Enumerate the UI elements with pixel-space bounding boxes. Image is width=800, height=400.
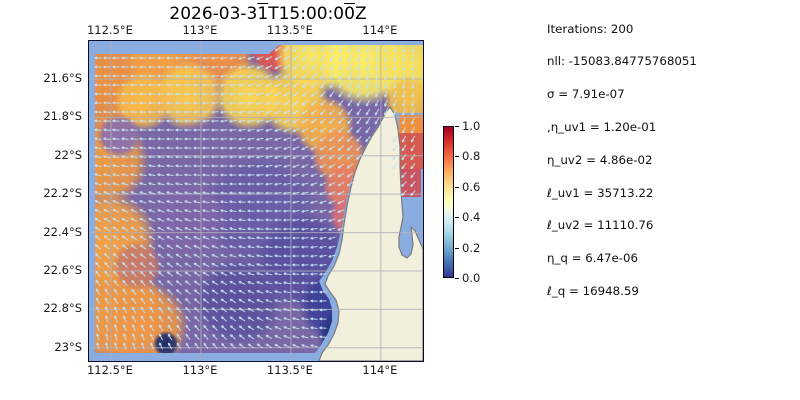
stat-line: ℓ_uv1 = 35713.22 [547,185,654,200]
lon-tick-label: 112.5°E [86,23,133,37]
map-axes [88,40,424,362]
colorbar-tick-label: 0.8 [462,149,481,164]
stat-line: ℓ_uv2 = 11110.76 [547,218,654,233]
colorbar-tick-label: 0.6 [462,179,481,194]
stat-line: nll: -15083.84775768051 [547,54,697,69]
colorbar-tick-label: 0.2 [462,240,481,255]
lat-tick-label: 22.6°S [43,262,82,277]
colorbar-tick-label: 1.0 [462,119,481,133]
colorbar-tickmark [455,247,459,249]
lon-tick-label: 114°E [362,23,398,37]
colorbar-tickmark [455,156,459,158]
lon-tick-label: 113°E [182,23,218,37]
lat-tick-label: 22.4°S [43,224,82,239]
plot-title-segment: 2026-03-3 [169,4,258,24]
plot-title-segment: 0 [344,4,355,24]
colorbar-tickmark [455,186,459,188]
lon-tick-label: 112.5°E [86,363,133,377]
stat-line: ℓ_q = 16948.59 [547,283,639,298]
colorbar [443,126,454,278]
stat-line: ,η_uv1 = 1.20e-01 [547,119,657,134]
plot-title-segment: Z [354,4,367,24]
colorbar-tickmark [455,126,459,127]
lat-tick-label: 21.8°S [43,109,82,124]
lat-tick-label: 22.8°S [43,301,82,316]
colorbar-tickmark [455,278,459,279]
stat-line: η_uv2 = 4.86e-02 [547,152,653,167]
lat-tick-label: 22.2°S [43,186,82,201]
stat-line: Iterations: 200 [547,21,634,36]
lon-tick-label: 113°E [182,363,218,377]
lon-tick-label: 113.5°E [266,363,313,377]
lon-tick-label: 113.5°E [266,23,313,37]
stat-line: η_q = 6.47e-06 [547,251,639,266]
map-canvas [89,41,423,361]
lon-tick-label: 114°E [362,363,398,377]
colorbar-tickmark [455,217,459,219]
plot-title-segment: 1 [257,4,269,24]
stat-line: σ = 7.91e-07 [547,87,625,102]
plot-title: 2026-03-31T15:00:00Z [88,4,448,24]
colorbar-tick-label: 0.4 [462,210,481,225]
colorbar-tick-label: 0.0 [462,271,481,285]
lat-tick-label: 23°S [54,339,82,354]
plot-title-segment: T15:00:0 [268,4,345,24]
lat-tick-label: 21.6°S [43,71,82,85]
lat-tick-label: 22°S [54,147,82,162]
